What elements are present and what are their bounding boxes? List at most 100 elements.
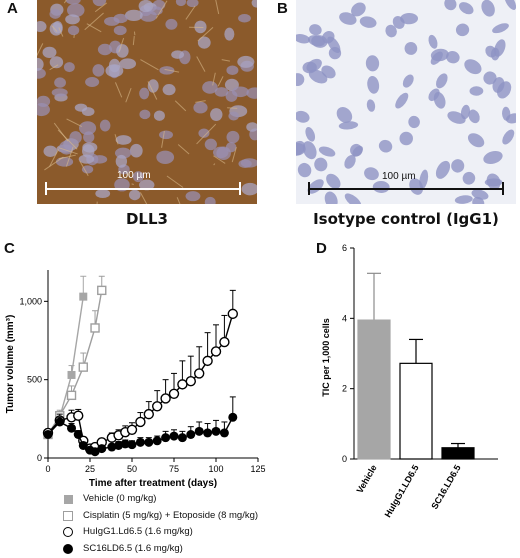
data-point bbox=[161, 433, 170, 442]
nucleus bbox=[232, 86, 249, 97]
nucleus bbox=[82, 142, 97, 152]
data-point bbox=[220, 338, 229, 347]
scale-bar-a-tick-right bbox=[239, 182, 241, 195]
legend-marker-cisplatin bbox=[62, 510, 74, 522]
y-tick-label: 2 bbox=[342, 384, 347, 394]
data-point bbox=[55, 417, 64, 426]
data-point bbox=[128, 425, 137, 434]
data-point bbox=[144, 438, 153, 447]
panel-letter-b: B bbox=[277, 0, 288, 17]
nucleus bbox=[238, 14, 251, 22]
legend-marker-sc16 bbox=[62, 543, 74, 555]
data-point bbox=[228, 309, 237, 318]
legend-marker-huigg1 bbox=[62, 526, 74, 538]
bar-1 bbox=[358, 320, 390, 459]
nucleus bbox=[116, 155, 127, 168]
nucleus bbox=[156, 151, 174, 164]
y-tick-label: 4 bbox=[342, 313, 347, 323]
data-point bbox=[74, 411, 83, 420]
nucleus bbox=[159, 131, 173, 140]
nucleus bbox=[139, 88, 149, 100]
nucleus bbox=[186, 191, 201, 201]
data-point bbox=[136, 438, 145, 447]
scale-bar-b bbox=[308, 188, 504, 190]
data-point bbox=[153, 436, 162, 445]
nucleus bbox=[114, 26, 127, 36]
data-point bbox=[178, 433, 187, 442]
nucleus bbox=[75, 104, 88, 112]
nucleus bbox=[79, 121, 96, 135]
nucleus bbox=[130, 144, 143, 158]
nucleus bbox=[69, 131, 81, 144]
x-tick-label: 0 bbox=[45, 464, 50, 474]
legend-item-cisplatin: Cisplatin (5 mg/kg) + Etoposide (8 mg/kg… bbox=[62, 508, 258, 525]
data-point bbox=[68, 371, 76, 379]
data-point bbox=[212, 347, 221, 356]
nucleus bbox=[49, 9, 60, 19]
nucleus bbox=[237, 56, 254, 68]
nucleus bbox=[193, 102, 207, 114]
bar-2 bbox=[400, 363, 432, 459]
data-point bbox=[97, 444, 106, 453]
panel-letter-a: A bbox=[7, 0, 18, 17]
nucleus bbox=[54, 77, 66, 87]
data-point bbox=[44, 430, 53, 439]
nucleus bbox=[65, 14, 80, 24]
tumor-volume-legend: Vehicle (0 mg/kg) Cisplatin (5 mg/kg) + … bbox=[62, 491, 258, 557]
nucleus bbox=[163, 84, 176, 95]
nucleus bbox=[148, 79, 159, 92]
nucleus bbox=[43, 47, 57, 58]
nucleus bbox=[64, 62, 75, 72]
data-point bbox=[68, 391, 76, 399]
nucleus bbox=[165, 19, 177, 30]
nucleus bbox=[226, 66, 238, 75]
data-point bbox=[128, 440, 137, 449]
x-axis-label: Time after treatment (days) bbox=[89, 478, 217, 488]
data-point bbox=[220, 428, 229, 437]
nucleus bbox=[224, 28, 234, 41]
nucleus bbox=[68, 25, 79, 35]
nucleus bbox=[210, 108, 222, 121]
nucleus bbox=[119, 58, 136, 69]
legend-label-cisplatin: Cisplatin (5 mg/kg) + Etoposide (8 mg/kg… bbox=[83, 508, 258, 525]
nucleus bbox=[198, 36, 211, 48]
isotype-control-image: 100 µm bbox=[296, 0, 516, 204]
data-point bbox=[74, 430, 83, 439]
scale-bar-a-tick-left bbox=[45, 182, 47, 195]
nucleus bbox=[56, 157, 73, 167]
data-point bbox=[91, 324, 99, 332]
nucleus bbox=[205, 139, 217, 151]
scale-bar-b-tick-right bbox=[502, 182, 504, 195]
data-point bbox=[195, 427, 204, 436]
nucleus bbox=[98, 44, 112, 55]
data-point bbox=[195, 369, 204, 378]
nucleus bbox=[52, 88, 68, 96]
nucleus bbox=[85, 77, 99, 87]
legend-item-vehicle: Vehicle (0 mg/kg) bbox=[62, 491, 258, 508]
nucleus bbox=[228, 111, 239, 120]
stroma-fiber bbox=[132, 184, 134, 185]
legend-item-huigg1: HuIgG1.Ld6.5 (1.6 mg/kg) bbox=[62, 524, 258, 541]
y-tick-label: 1,000 bbox=[19, 296, 42, 306]
x-tick-label: 50 bbox=[127, 464, 137, 474]
nucleus bbox=[95, 189, 110, 198]
y-tick-label: 500 bbox=[27, 375, 42, 385]
dll3-ihc-image: 100 µm bbox=[37, 0, 257, 204]
data-point bbox=[161, 394, 170, 403]
nucleus bbox=[37, 96, 50, 107]
data-point bbox=[153, 402, 162, 411]
category-label: HuIgG1.LD6.5 bbox=[383, 463, 421, 519]
legend-marker-vehicle bbox=[62, 493, 74, 505]
y-axis-label: TIC per 1,000 cells bbox=[321, 318, 331, 397]
data-point bbox=[170, 432, 179, 441]
data-point bbox=[98, 286, 106, 294]
nucleus bbox=[129, 190, 141, 201]
scale-bar-a bbox=[45, 188, 241, 190]
nucleus bbox=[227, 131, 240, 143]
stroma-fiber bbox=[227, 108, 237, 109]
data-point bbox=[186, 377, 195, 386]
data-point bbox=[79, 293, 87, 301]
nucleus bbox=[202, 81, 218, 94]
